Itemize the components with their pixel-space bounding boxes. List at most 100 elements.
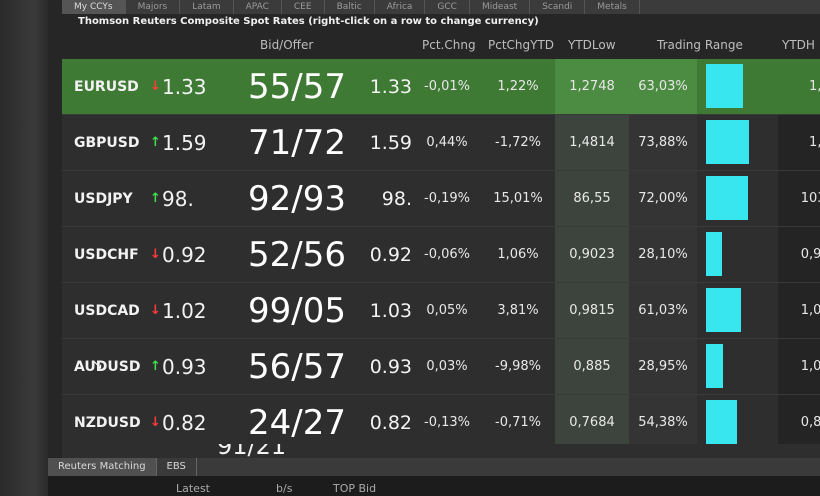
tab-baltic[interactable]: Baltic <box>325 0 375 14</box>
header-pct-chng[interactable]: Pct.Chng <box>422 38 476 52</box>
rate-row-nzdusd[interactable]: NZDUSD 0.82 24/27 0.82 -0,13% -0,71% 0,7684 54,… <box>62 395 820 451</box>
pct-change-ytd: 1,22% <box>497 79 539 94</box>
trading-range-bar <box>706 400 737 444</box>
last-price: 1.59 <box>162 130 207 155</box>
bid-offer: 56/57 <box>248 346 346 387</box>
bid-offer: 71/72 <box>248 122 346 163</box>
tab-my-ccys[interactable]: My CCYs <box>62 0 126 14</box>
trading-range-bar <box>706 232 722 276</box>
ytd-low: 0,9815 <box>555 283 629 338</box>
arrow-down-icon: ↓ <box>150 303 161 318</box>
tab-apac[interactable]: APAC <box>234 0 282 14</box>
rate-row-gbpusd[interactable]: GBPUSD 1.59 71/72 1.59 0,44% -1,72% 1,4814 73,8… <box>62 115 820 171</box>
pct-change: 0,03% <box>426 359 468 374</box>
header-bid-offer[interactable]: Bid/Offer <box>260 38 314 52</box>
arrow-down-icon: ↓ <box>150 415 161 430</box>
pct-change-ytd: -0,71% <box>495 415 541 430</box>
rate-row-usdcad[interactable]: USDCAD 1.02 99/05 1.03 0,05% 3,81% 0,9815 61,03… <box>62 283 820 339</box>
pct-change: 0,05% <box>426 303 468 318</box>
pct-change: -0,01% <box>424 79 470 94</box>
panel-title: Thomson Reuters Composite Spot Rates (ri… <box>78 16 539 27</box>
pct-change: -0,19% <box>424 191 470 206</box>
trading-range-pct: 54,38% <box>629 395 697 450</box>
trading-range-pct: 28,95% <box>629 339 697 394</box>
trading-range-bar <box>706 64 743 108</box>
ytd-high: 103,7 <box>778 171 820 226</box>
tab-africa[interactable]: Africa <box>375 0 426 14</box>
last-price: 0.82 <box>162 410 207 435</box>
currency-pair: NZDUSD <box>74 414 141 431</box>
header-latest: Latest <box>176 482 210 495</box>
currency-pair: EURUSD <box>74 78 139 95</box>
pct-change: -0,13% <box>424 415 470 430</box>
rate-row-eurusd[interactable]: EURUSD 1.33 55/57 1.33 -0,01% 1,22% 1,2748 63,0… <box>62 59 820 115</box>
mouse-cursor-icon: ↘ <box>92 358 103 373</box>
last-price-repeat: 98. <box>381 187 412 210</box>
last-price-repeat: 1.33 <box>369 75 412 98</box>
region-tab-bar: My CCYs Majors Latam APAC CEE Baltic Afr… <box>62 0 820 14</box>
tab-cee[interactable]: CEE <box>282 0 325 14</box>
last-price-repeat: 0.82 <box>369 411 412 434</box>
ytd-low: 0,885 <box>555 339 629 394</box>
header-trading-range[interactable]: Trading Range <box>657 38 743 52</box>
bid-offer: 24/27 <box>248 402 346 443</box>
ytd-low: 0,7684 <box>555 395 629 450</box>
pct-change: 0,44% <box>426 135 468 150</box>
header-ytd-low[interactable]: YTDLow <box>568 38 616 52</box>
bottom-tab-bar: Reuters Matching EBS <box>48 458 820 476</box>
header-pct-chg-ytd[interactable]: PctChgYTD <box>488 38 555 52</box>
ytd-low: 1,2748 <box>555 59 629 114</box>
tab-mideast[interactable]: Mideast <box>470 0 531 14</box>
header-top-bid: TOP Bid <box>333 482 377 495</box>
currency-pair: USDJPY <box>74 190 133 207</box>
trading-range-pct: 28,10% <box>629 227 697 282</box>
currency-pair: GBPUSD <box>74 134 140 151</box>
trading-range-bar <box>706 176 748 220</box>
rate-row-audusd[interactable]: AUDUSD 0.93 56/57 0.93 0,03% -9,98% 0,885 28,95… <box>62 339 820 395</box>
bid-offer: 55/57 <box>248 66 346 107</box>
trading-range-bar <box>706 288 741 332</box>
trading-range-bar-cell <box>700 59 770 114</box>
rate-row-usdchf[interactable]: USDCHF 0.92 52/56 0.92 -0,06% 1,06% 0,9023 28,1… <box>62 227 820 283</box>
trading-range-bar <box>706 120 749 164</box>
header-bs: b/s <box>276 482 293 495</box>
trading-range-bar-cell <box>700 115 770 170</box>
currency-pair: AUDUSD <box>74 358 141 375</box>
tab-majors[interactable]: Majors <box>126 0 181 14</box>
header-ytd-high[interactable]: YTDH <box>782 38 815 52</box>
arrow-up-icon: ↑ <box>150 191 161 206</box>
ytd-high: 0,867 <box>778 395 820 450</box>
tab-latam[interactable]: Latam <box>180 0 234 14</box>
ytd-high: 0,983 <box>778 227 820 282</box>
rate-row-usdjpy[interactable]: USDJPY 98. 92/93 98. -0,19% 15,01% 86,55 72,00%… <box>62 171 820 227</box>
tab-reuters-matching[interactable]: Reuters Matching <box>48 458 157 476</box>
last-price-repeat: 0.93 <box>369 355 412 378</box>
last-price: 0.93 <box>162 354 207 379</box>
trading-range-bar-cell <box>700 227 770 282</box>
trading-range-bar-cell <box>700 395 770 450</box>
last-price: 98. <box>162 186 194 211</box>
ytd-high: 1,63 <box>778 115 820 170</box>
currency-pair: USDCAD <box>74 302 140 319</box>
arrow-down-icon: ↓ <box>150 247 161 262</box>
trading-range-pct: 73,88% <box>629 115 697 170</box>
tab-metals[interactable]: Metals <box>585 0 640 14</box>
last-price: 0.92 <box>162 242 207 267</box>
ytd-low: 1,4814 <box>555 115 629 170</box>
last-price: 1.02 <box>162 298 207 323</box>
last-price-repeat: 0.92 <box>369 243 412 266</box>
pct-change-ytd: -1,72% <box>495 135 541 150</box>
partial-bid-offer: 91/21 <box>217 444 287 460</box>
tab-gcc[interactable]: GCC <box>425 0 470 14</box>
arrow-up-icon: ↑ <box>150 135 161 150</box>
last-price: 1.33 <box>162 74 207 99</box>
tab-ebs[interactable]: EBS <box>157 458 197 476</box>
tab-scandi[interactable]: Scandi <box>530 0 586 14</box>
bid-offer: 99/05 <box>248 290 346 331</box>
ytd-low: 86,55 <box>555 171 629 226</box>
trading-range-bar-cell <box>700 339 770 394</box>
trading-range-bar-cell <box>700 283 770 338</box>
bid-offer: 92/93 <box>248 178 346 219</box>
pct-change: -0,06% <box>424 247 470 262</box>
trading-range-pct: 61,03% <box>629 283 697 338</box>
